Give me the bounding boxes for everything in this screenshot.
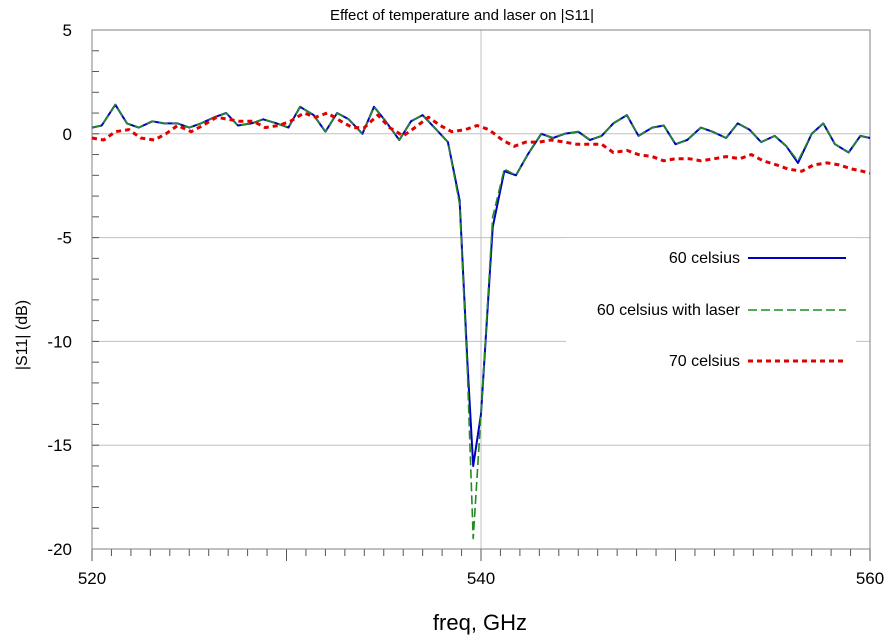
legend-background — [566, 238, 856, 388]
y-tick-label: -10 — [47, 332, 72, 351]
series-lines — [91, 103, 871, 540]
x-tick-label: 540 — [467, 569, 495, 588]
y-tick-label: -15 — [47, 436, 72, 455]
legend: 60 celsius 60 celsius with laser 70 celsiu… — [597, 250, 846, 370]
series-line-70-celsius — [91, 111, 871, 175]
legend-label: 60 celsius with laser — [597, 302, 741, 319]
y-tick-label: -5 — [57, 229, 72, 248]
legend-label: 60 celsius — [669, 250, 740, 267]
series-line-60-celsius-with-laser — [91, 103, 871, 540]
y-axis-label: |S11| (dB) — [14, 300, 31, 370]
x-axis-label: freq, GHz — [433, 610, 527, 635]
x-tick-label: 560 — [856, 569, 884, 588]
y-tick-labels: 5 0 -5 -10 -15 -20 — [47, 21, 72, 559]
x-tick-label: 520 — [78, 569, 106, 588]
legend-label: 70 celsius — [669, 353, 740, 370]
x-tick-labels: 520 540 560 — [78, 569, 884, 588]
chart-title: Effect of temperature and laser on |S11| — [330, 7, 594, 24]
y-tick-label: 0 — [63, 125, 72, 144]
y-tick-label: 5 — [63, 21, 72, 40]
y-tick-label: -20 — [47, 540, 72, 559]
plot-frame — [91, 29, 871, 550]
